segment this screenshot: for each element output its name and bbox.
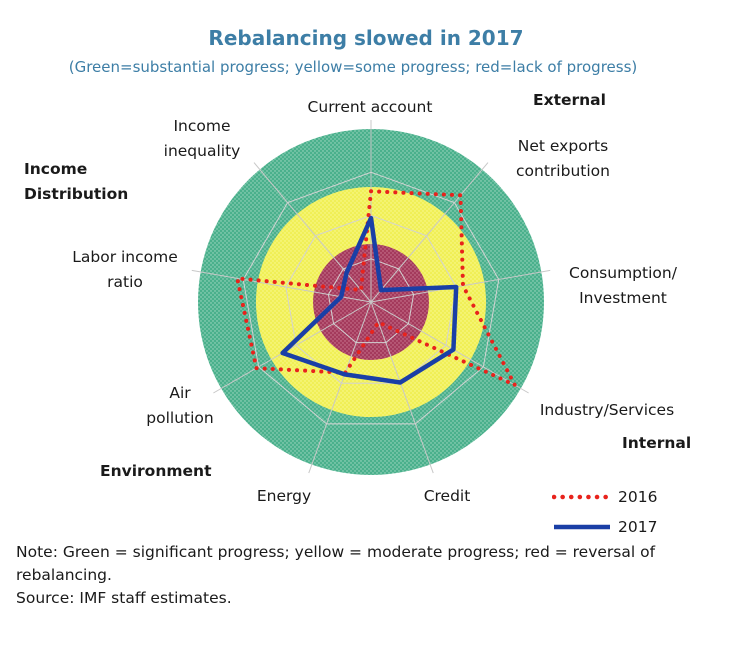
axis-label-consumption-investment: Consumption/ Investment — [569, 264, 677, 307]
legend-swatch-2017 — [554, 524, 610, 530]
legend-label-2017: 2017 — [618, 518, 658, 536]
axis-label-energy: Energy — [256, 487, 312, 505]
legend-item-2016: 2016 — [552, 488, 657, 506]
note-text: Note: Green = significant progress; yell… — [16, 543, 656, 584]
group-label-income-distribution: Income Distribution — [24, 160, 129, 203]
legend-label-2016: 2016 — [618, 488, 658, 506]
legend-swatch-2016 — [552, 494, 612, 500]
grid-ring-2 — [242, 171, 500, 425]
axis-label-income-inequality: Income inequality — [163, 117, 241, 160]
group-label-external: External — [533, 91, 606, 109]
axis-label-air-pollution: Air pollution — [146, 384, 214, 427]
legend-item-2017: 2017 — [552, 518, 657, 536]
series-2016 — [235, 189, 517, 388]
axis-label-net-exports: Net exports contribution — [516, 137, 610, 180]
spoke-2 — [370, 269, 551, 303]
chart-note: Note: Green = significant progress; yell… — [16, 541, 716, 610]
spoke-6 — [213, 301, 372, 394]
spoke-1 — [370, 162, 489, 303]
spoke-8 — [253, 162, 372, 303]
axis-label-industry-services: Industry/Services — [539, 401, 675, 419]
axis-label-credit: Credit — [423, 487, 471, 505]
group-label-environment: Environment — [100, 462, 212, 480]
chart-title: Rebalancing slowed in 2017 — [208, 26, 524, 50]
spoke-4 — [370, 301, 434, 474]
spoke-5 — [308, 301, 372, 474]
axis-label-labor-income: Labor income ratio — [72, 248, 178, 291]
grid-ring-0 — [327, 258, 415, 344]
group-label-internal: Internal — [622, 434, 692, 452]
axis-label-current-account: Current account — [307, 98, 433, 116]
source-text: Source: IMF staff estimates. — [16, 589, 232, 607]
grid-ring-1 — [285, 214, 457, 384]
series-2017 — [280, 215, 459, 385]
chart-subtitle: (Green=substantial progress; yellow=some… — [68, 58, 638, 76]
